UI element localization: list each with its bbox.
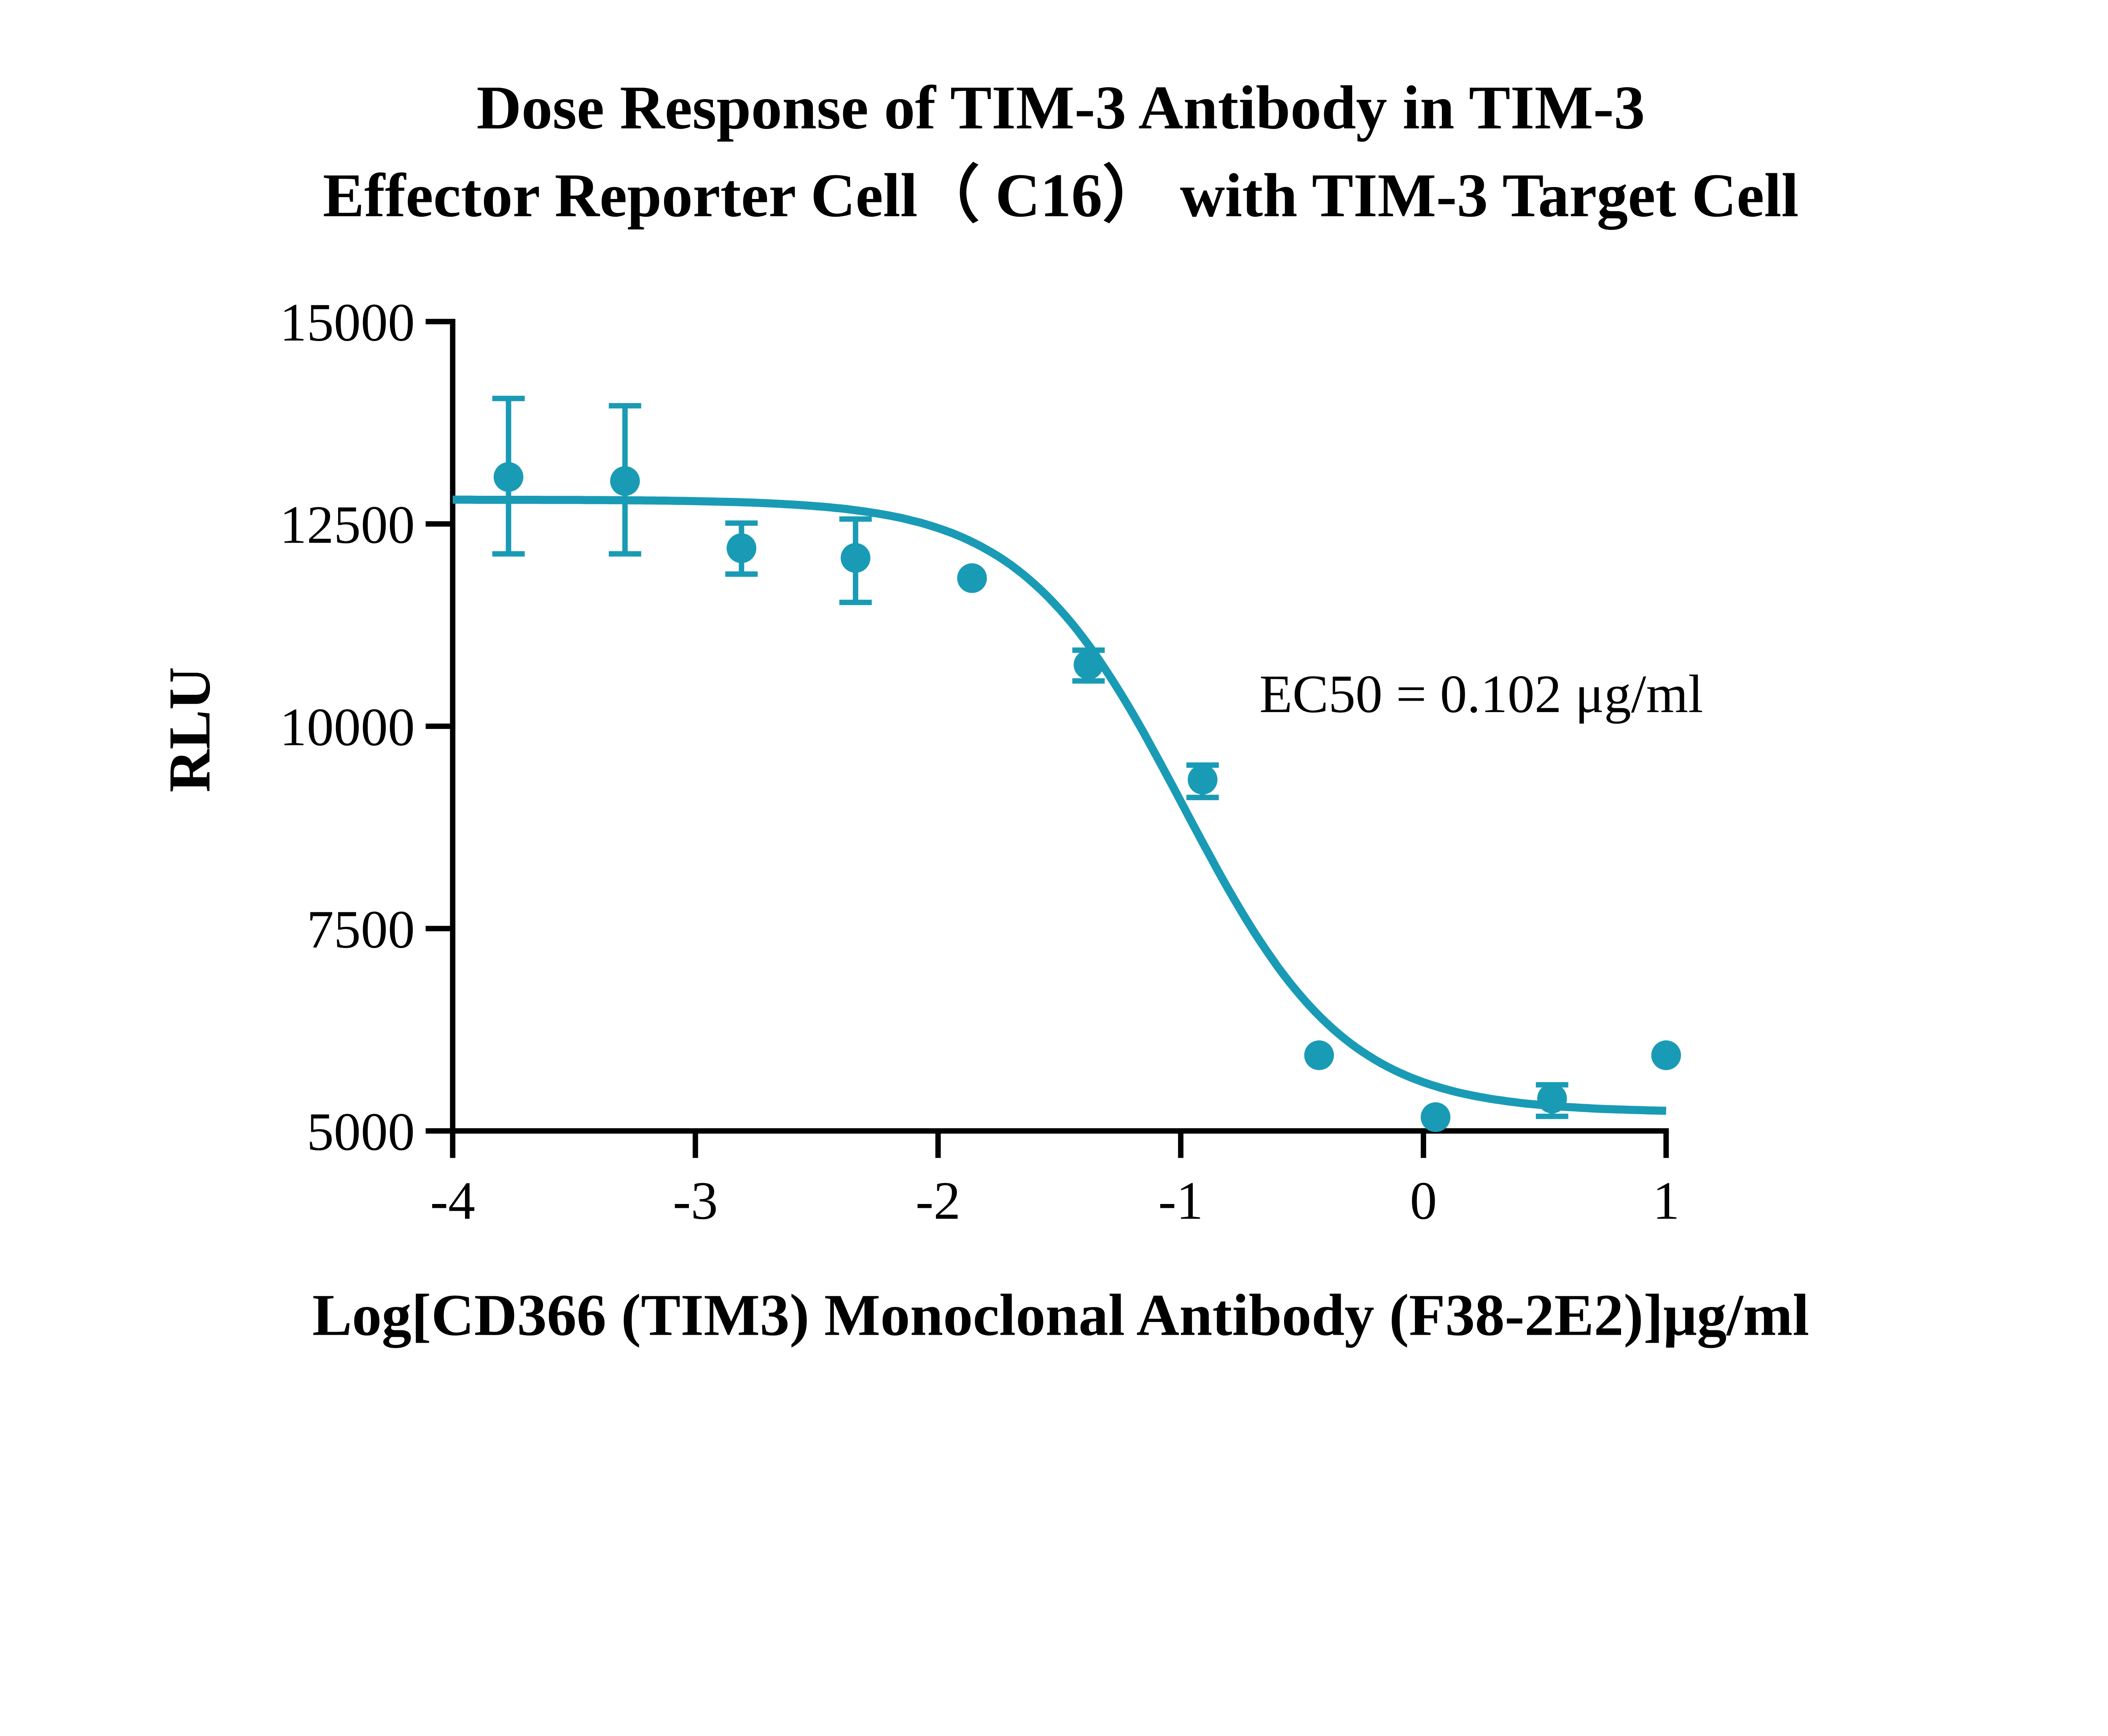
x-tick-label: -1 (1158, 1171, 1203, 1231)
ec50-annotation: EC50 = 0.102 μg/ml (1259, 664, 1703, 724)
y-tick-label: 10000 (280, 697, 415, 757)
data-point (1651, 1040, 1681, 1070)
data-marks (452, 395, 1681, 1132)
y-tick-label: 15000 (280, 293, 415, 352)
data-point (1537, 1083, 1567, 1114)
y-tick-label: 7500 (307, 900, 415, 959)
data-point (726, 533, 756, 563)
x-tick-label: 1 (1653, 1171, 1680, 1231)
data-point (1304, 1040, 1334, 1070)
data-point (1188, 765, 1218, 795)
chart-title-line-1: Dose Response of TIM-3 Antibody in TIM-3 (476, 73, 1645, 142)
data-point (957, 563, 987, 593)
x-tick-label: -3 (673, 1171, 718, 1231)
data-point (610, 466, 640, 496)
x-axis-label: Log[CD366 (TIM3) Monoclonal Antibody (F3… (312, 1282, 1809, 1348)
data-point (1420, 1102, 1451, 1132)
y-tick-label: 5000 (307, 1102, 415, 1162)
x-tick-label: -2 (916, 1171, 961, 1231)
chart-title-line-2: Effector Reporter Cell（ C16） with TIM-3 … (323, 161, 1799, 230)
data-point (1073, 650, 1104, 680)
x-tick-label: 0 (1410, 1171, 1437, 1231)
data-point (493, 462, 524, 492)
data-point (841, 543, 871, 573)
x-tick-label: -4 (430, 1171, 475, 1231)
y-tick-label: 12500 (280, 495, 415, 555)
fit-curve (452, 495, 1667, 1115)
dose-response-chart: Dose Response of TIM-3 Antibody in TIM-3… (156, 73, 1809, 1348)
y-axis-label: RLU (156, 667, 223, 793)
